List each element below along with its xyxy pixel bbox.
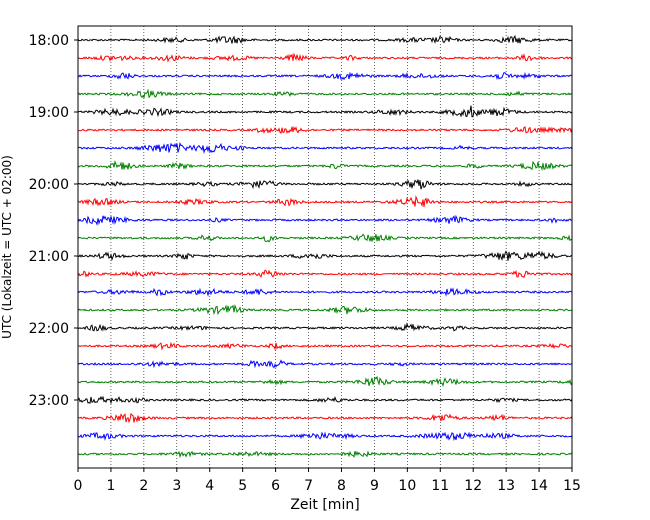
trace-21	[77, 395, 573, 405]
x-axis: 0 1 2 3 4 5 6 7 8 9 10 11 12 13 14 15	[74, 468, 581, 494]
y-tick-label: 20:00	[29, 177, 69, 193]
x-tick-label: 0	[74, 478, 83, 494]
x-tick-label: 3	[172, 478, 181, 494]
seismogram-traces	[77, 34, 573, 459]
y-axis-label: UTC (Lokalzeit = UTC + 02:00)	[0, 155, 14, 339]
x-tick-label: 13	[497, 478, 515, 494]
trace-16	[77, 303, 573, 316]
trace-9	[77, 179, 573, 190]
plot-frame	[77, 25, 573, 469]
x-tick-label: 9	[370, 478, 379, 494]
x-tick-label: 11	[431, 478, 449, 494]
trace-3	[77, 71, 573, 81]
y-tick-label: 19:00	[29, 105, 69, 121]
trace-23	[77, 431, 573, 442]
x-tick-label: 8	[337, 478, 346, 494]
trace-2	[77, 52, 573, 63]
y-tick-label: 18:00	[29, 33, 69, 49]
y-axis: 18:00 19:00 20:00 21:00 22:00 23:00	[29, 33, 78, 409]
trace-11	[77, 214, 573, 226]
trace-10	[77, 195, 573, 208]
trace-6	[77, 125, 573, 135]
y-tick-label: 21:00	[29, 249, 69, 265]
y-tick-label: 23:00	[29, 393, 69, 409]
trace-24	[77, 450, 573, 459]
x-tick-label: 2	[139, 478, 148, 494]
trace-15	[77, 287, 573, 297]
trace-18	[77, 341, 573, 351]
y-tick-label: 22:00	[29, 321, 69, 337]
trace-4	[77, 88, 573, 99]
x-tick-label: 14	[530, 478, 548, 494]
trace-12	[77, 233, 573, 243]
trace-22	[77, 412, 573, 424]
x-tick-label: 10	[398, 478, 416, 494]
x-tick-label: 4	[205, 478, 214, 494]
trace-13	[77, 250, 573, 262]
trace-5	[77, 105, 573, 118]
x-tick-label: 1	[106, 478, 115, 494]
trace-8	[77, 160, 573, 171]
trace-20	[77, 375, 573, 388]
trace-17	[77, 322, 573, 332]
x-tick-label: 6	[271, 478, 280, 494]
trace-1	[77, 34, 573, 44]
x-tick-label: 7	[304, 478, 313, 494]
trace-14	[77, 269, 573, 279]
trace-19	[77, 359, 573, 369]
x-tick-label: 5	[238, 478, 247, 494]
trace-7	[77, 141, 573, 154]
plot-background	[78, 26, 572, 468]
x-tick-label: 15	[563, 478, 581, 494]
x-axis-label: Zeit [min]	[290, 497, 359, 513]
x-tick-label: 12	[464, 478, 482, 494]
